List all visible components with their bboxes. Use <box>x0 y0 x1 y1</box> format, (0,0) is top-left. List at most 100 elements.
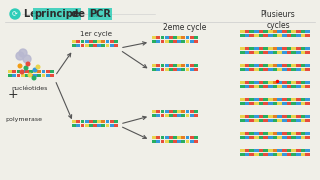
Bar <box>93 44 97 47</box>
Bar <box>273 98 277 101</box>
Bar <box>282 115 286 118</box>
Bar <box>263 136 268 139</box>
Bar <box>292 152 296 156</box>
Bar <box>292 64 296 67</box>
Circle shape <box>23 55 31 63</box>
Bar <box>287 149 291 152</box>
Bar <box>263 81 268 84</box>
Bar <box>301 84 305 88</box>
Text: PCR: PCR <box>89 9 111 19</box>
Bar <box>287 84 291 88</box>
Bar <box>306 33 310 37</box>
Bar <box>152 39 156 43</box>
Bar <box>169 39 173 43</box>
Bar <box>268 98 273 101</box>
Bar <box>277 152 282 156</box>
Bar <box>156 114 160 117</box>
Bar <box>240 115 244 118</box>
Bar <box>306 81 310 84</box>
Bar <box>259 64 263 67</box>
Bar <box>273 33 277 37</box>
Bar <box>268 118 273 122</box>
Bar <box>194 64 198 67</box>
Bar <box>250 51 254 54</box>
Bar <box>296 115 300 118</box>
Bar <box>156 36 160 39</box>
Bar <box>110 40 114 43</box>
Bar <box>81 40 84 43</box>
Bar <box>301 118 305 122</box>
Bar <box>186 140 189 143</box>
Bar <box>173 140 177 143</box>
Bar <box>287 98 291 101</box>
Bar <box>296 68 300 71</box>
Bar <box>296 81 300 84</box>
Bar <box>287 68 291 71</box>
Bar <box>282 64 286 67</box>
Bar <box>17 73 20 77</box>
Bar <box>292 84 296 88</box>
Bar <box>273 84 277 88</box>
Bar <box>240 98 244 101</box>
Bar <box>268 132 273 135</box>
Bar <box>240 136 244 139</box>
Bar <box>114 120 118 123</box>
Bar <box>259 30 263 33</box>
Bar <box>245 136 249 139</box>
Circle shape <box>32 76 36 80</box>
Bar <box>50 70 54 73</box>
Bar <box>81 123 84 127</box>
Bar <box>181 110 185 113</box>
Bar <box>254 132 259 135</box>
Bar <box>277 30 282 33</box>
Bar <box>8 70 12 73</box>
Bar <box>240 33 244 37</box>
Bar <box>268 115 273 118</box>
Circle shape <box>10 9 20 19</box>
Bar <box>240 47 244 50</box>
Bar <box>240 84 244 88</box>
Bar <box>240 118 244 122</box>
Bar <box>287 30 291 33</box>
Bar <box>263 68 268 71</box>
Text: ⟳: ⟳ <box>12 11 18 17</box>
Bar <box>263 115 268 118</box>
Bar <box>186 114 189 117</box>
Bar <box>81 120 84 123</box>
Bar <box>273 102 277 105</box>
Bar <box>282 152 286 156</box>
Bar <box>152 140 156 143</box>
Bar <box>254 98 259 101</box>
Text: 1er cycle: 1er cycle <box>80 31 112 37</box>
Bar <box>273 118 277 122</box>
Bar <box>106 44 109 47</box>
Bar <box>72 123 76 127</box>
Bar <box>114 40 118 43</box>
Bar <box>296 47 300 50</box>
Bar <box>292 81 296 84</box>
Bar <box>85 40 89 43</box>
Bar <box>12 73 16 77</box>
Bar <box>254 51 259 54</box>
Bar <box>161 64 164 67</box>
Bar <box>301 47 305 50</box>
Bar <box>21 73 25 77</box>
Bar <box>110 44 114 47</box>
Bar <box>296 149 300 152</box>
Bar <box>301 149 305 152</box>
Bar <box>268 84 273 88</box>
Bar <box>169 64 173 67</box>
Bar <box>292 98 296 101</box>
Bar <box>263 30 268 33</box>
Bar <box>254 68 259 71</box>
Bar <box>245 47 249 50</box>
Bar <box>37 70 41 73</box>
Bar <box>292 136 296 139</box>
Bar <box>152 68 156 71</box>
Bar <box>245 115 249 118</box>
Bar <box>301 64 305 67</box>
Bar <box>173 39 177 43</box>
Bar <box>282 149 286 152</box>
Bar <box>268 136 273 139</box>
Bar <box>101 123 105 127</box>
